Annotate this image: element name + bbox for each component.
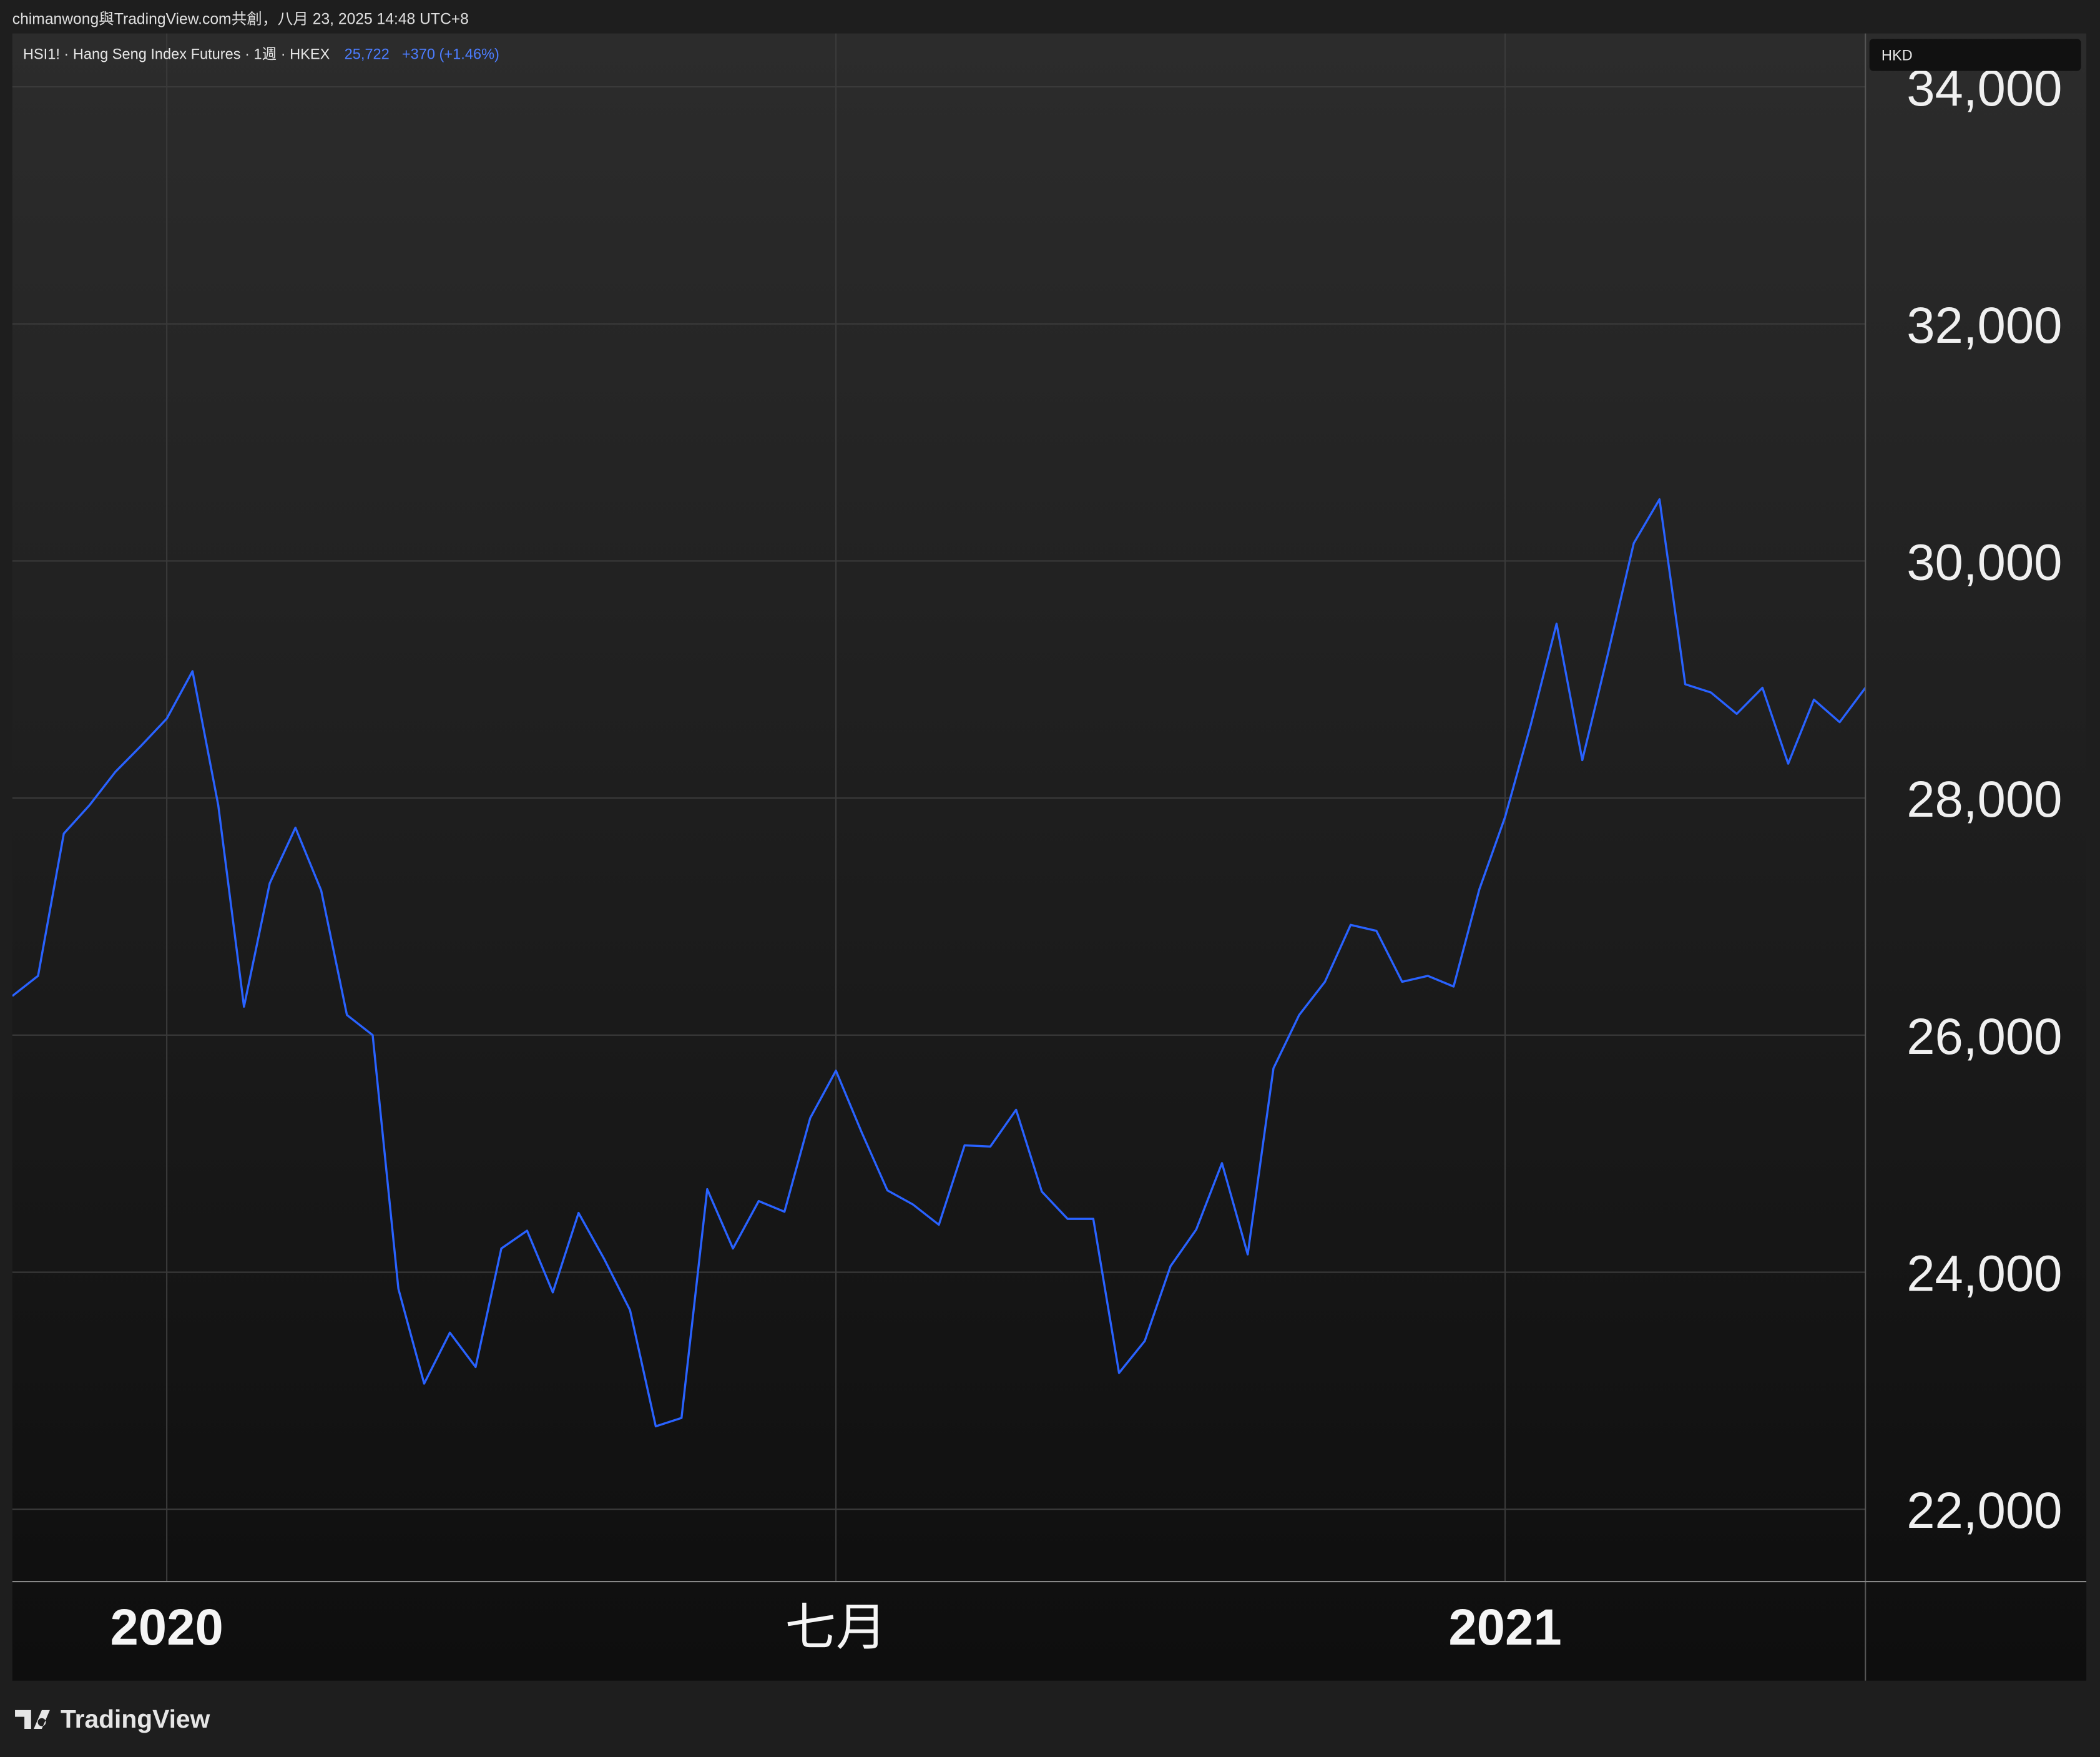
- x-tick-label: 2020: [110, 1599, 223, 1656]
- last-price: 25,722: [345, 46, 390, 62]
- y-tick-label: 24,000: [1906, 1246, 2062, 1302]
- x-tick-label: 2021: [1448, 1599, 1561, 1656]
- brand: TradingView: [61, 1705, 210, 1733]
- y-tick-label: 22,000: [1906, 1482, 2062, 1539]
- y-tick-label: 30,000: [1906, 534, 2062, 591]
- symbol-legend: HSI1! · Hang Seng Index Futures · 1週 · H…: [23, 46, 330, 62]
- price-change: +370 (+1.46%): [402, 46, 499, 62]
- y-tick-label: 26,000: [1906, 1008, 2062, 1065]
- currency-box: [1869, 39, 2081, 71]
- currency: HKD: [1882, 47, 1913, 64]
- y-tick-label: 32,000: [1906, 297, 2062, 354]
- x-tick-label: 七月: [785, 1599, 887, 1656]
- brand-logo: [15, 1710, 50, 1729]
- price-axis: 22,00024,00026,00028,00030,00032,00034,0…: [1906, 60, 2062, 1539]
- grid: [12, 33, 1866, 1582]
- chart-area: [12, 33, 2087, 1681]
- attribution: chimanwong與TradingView.com共創，八月 23, 2025…: [12, 11, 469, 28]
- time-axis: 2020 七月 2021: [110, 1599, 1561, 1656]
- plot: [12, 498, 1866, 1428]
- y-tick-label: 28,000: [1906, 771, 2062, 828]
- price-line: [12, 498, 1866, 1428]
- logo-icon: [15, 1710, 50, 1729]
